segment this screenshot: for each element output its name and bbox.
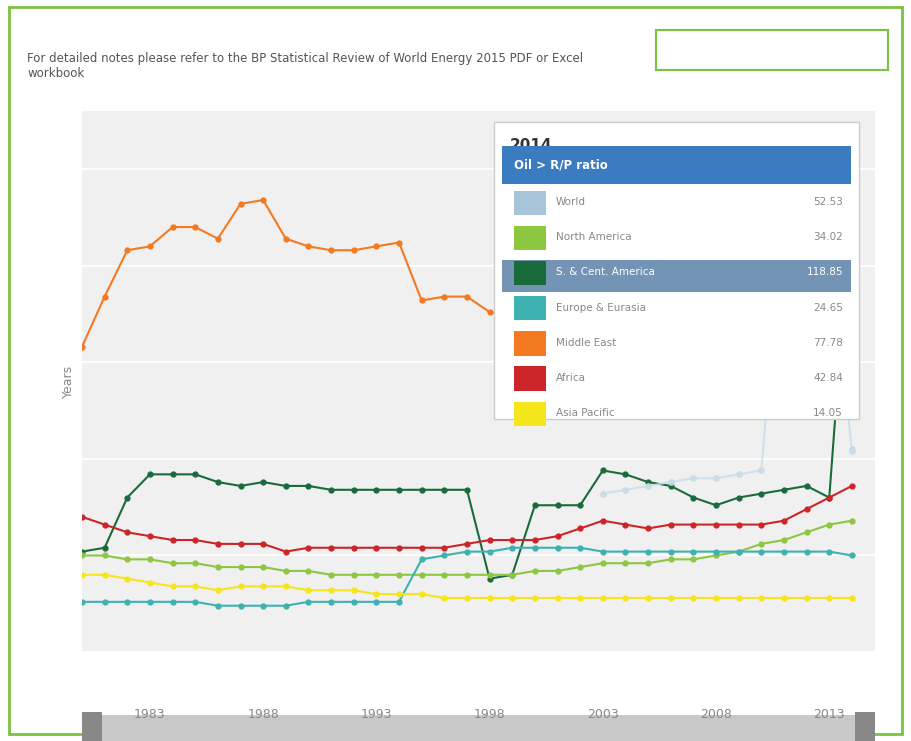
Text: 118.85: 118.85 (806, 268, 843, 277)
Text: Asia Pacific: Asia Pacific (556, 408, 615, 418)
FancyBboxPatch shape (494, 122, 859, 419)
Text: S. & Cent. America: S. & Cent. America (556, 268, 655, 277)
FancyBboxPatch shape (514, 296, 546, 321)
Text: For detailed notes please refer to the BP Statistical Review of World Energy 201: For detailed notes please refer to the B… (27, 52, 583, 80)
Text: World: World (556, 197, 586, 207)
FancyBboxPatch shape (514, 367, 546, 391)
FancyBboxPatch shape (514, 331, 546, 356)
FancyBboxPatch shape (514, 190, 546, 215)
Y-axis label: Years: Years (62, 365, 75, 398)
Text: Oil > R/P ratio: Oil > R/P ratio (514, 159, 608, 172)
Text: 52.53: 52.53 (813, 197, 843, 207)
FancyBboxPatch shape (514, 402, 546, 426)
Text: 24.65: 24.65 (813, 302, 843, 313)
FancyBboxPatch shape (502, 260, 851, 293)
FancyBboxPatch shape (514, 226, 546, 250)
Text: Africa: Africa (556, 373, 586, 383)
Text: Middle East: Middle East (556, 338, 616, 348)
Text: Interact with this chart: Interact with this chart (705, 44, 840, 56)
FancyBboxPatch shape (514, 261, 546, 285)
Text: 77.78: 77.78 (813, 338, 843, 348)
Text: 14.05: 14.05 (814, 408, 843, 418)
Text: North America: North America (556, 232, 631, 242)
Text: 34.02: 34.02 (814, 232, 843, 242)
Text: Europe & Eurasia: Europe & Eurasia (556, 302, 646, 313)
FancyBboxPatch shape (656, 30, 888, 70)
Text: 2014: 2014 (510, 139, 552, 153)
FancyBboxPatch shape (502, 146, 851, 185)
Text: 42.84: 42.84 (813, 373, 843, 383)
